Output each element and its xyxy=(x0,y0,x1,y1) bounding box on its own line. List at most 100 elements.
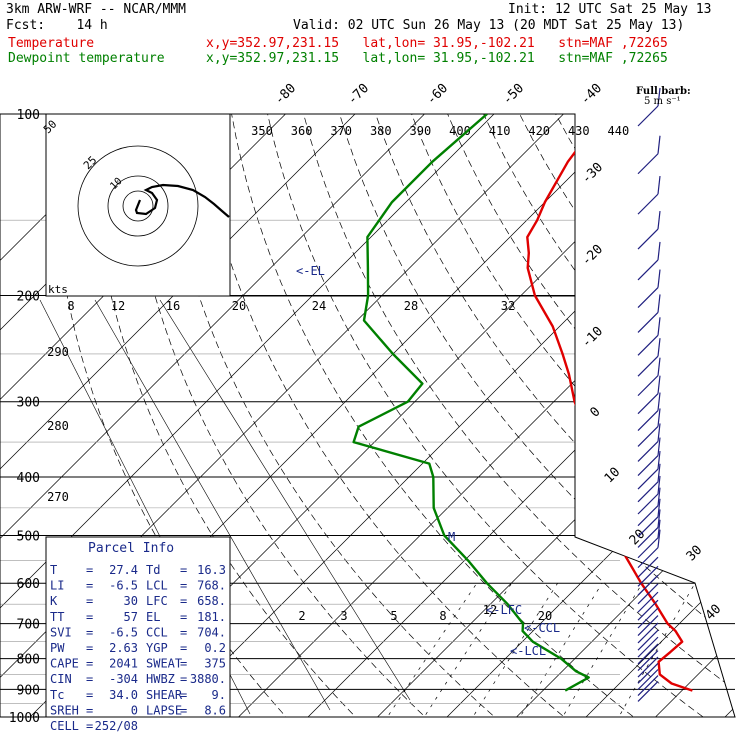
parcel-param-value: 57 xyxy=(124,610,138,624)
parcel-equals: = xyxy=(86,703,93,717)
parcel-param-value: 252/08 xyxy=(95,719,138,733)
parcel-info-panel: Parcel Info T = 27.4 Td = 16.3 LI = -6.5 LCL = 768. K… xyxy=(45,536,231,733)
hodograph-units-label: kts xyxy=(48,283,68,296)
wind-barb-flag xyxy=(657,463,661,482)
dry-adiabat-line xyxy=(267,114,721,717)
parcel-param-name: CELL xyxy=(50,719,79,733)
parcel-equals: = xyxy=(180,579,187,593)
mixing-ratio-line xyxy=(554,583,643,717)
wind-barb-flag xyxy=(657,450,661,470)
hodograph-trace xyxy=(134,183,230,218)
wind-barb xyxy=(637,259,659,281)
wind-barb xyxy=(637,547,659,569)
wind-barb-flag xyxy=(657,437,661,456)
pressure-tick-label: 400 xyxy=(17,471,40,486)
parcel-param-name: LI xyxy=(50,579,64,593)
parcel-param-name: LFC xyxy=(146,594,168,608)
dry-adiabat-line xyxy=(159,114,510,717)
parcel-param-value: 181. xyxy=(197,610,226,624)
parcel-equals: = xyxy=(180,594,187,608)
dry-adiabat-line xyxy=(447,114,735,717)
isotherm-label: -50 xyxy=(500,81,527,108)
parcel-param-value: 704. xyxy=(197,625,226,639)
dry-adiabat-line xyxy=(699,114,735,717)
mixing-ratio-line xyxy=(512,583,603,717)
pressure-tick-label: 900 xyxy=(17,683,40,698)
lcl-marker: <-LCL xyxy=(510,644,546,658)
wind-barb-flag xyxy=(657,176,661,195)
wind-barb xyxy=(637,516,659,538)
wind-barb xyxy=(637,591,659,613)
wind-barb xyxy=(637,607,659,629)
wind-barb xyxy=(637,675,659,696)
parcel-info-title: Parcel Info xyxy=(88,541,174,556)
speed-scale-label: 32 xyxy=(501,299,515,313)
parcel-param-value: 768. xyxy=(197,579,226,593)
parcel-param-name: T xyxy=(50,563,57,577)
parcel-param-name: K xyxy=(50,594,58,608)
model-title: 3km ARW-WRF -- NCAR/MMM xyxy=(6,2,187,17)
barb-key-title: Full barb: xyxy=(636,86,691,97)
dry-adiabat-line xyxy=(195,114,580,717)
mixing-ratio-line xyxy=(611,583,696,717)
wind-barb-flag xyxy=(657,241,661,260)
dry-adiabat-line xyxy=(519,114,735,717)
parcel-param-name: HWBZ xyxy=(146,672,175,686)
isotherm-label: 30 xyxy=(684,543,706,565)
dry-adiabat-line xyxy=(411,114,735,717)
dry-adiabat-line xyxy=(303,114,735,717)
isotherm-label: 0 xyxy=(587,404,603,420)
wind-barb xyxy=(637,527,659,548)
isotherm-line xyxy=(0,114,425,717)
wind-barb xyxy=(637,636,659,658)
wind-barb xyxy=(637,643,659,665)
el-marker: <-EL xyxy=(296,264,325,278)
isotherm-label: -40 xyxy=(578,81,605,108)
parcel-equals: = xyxy=(180,610,187,624)
parcel-param-name: CCL xyxy=(146,625,168,639)
wind-barb xyxy=(637,468,659,490)
plot-frame xyxy=(0,113,736,718)
isotherm-label: -30 xyxy=(579,160,606,187)
parcel-param-value: 2041 xyxy=(109,657,138,671)
dry-adiabat-line xyxy=(555,114,735,717)
wind-barb xyxy=(637,228,659,250)
wind-barb-flag xyxy=(657,294,661,313)
speed-scale-label: 24 xyxy=(312,299,326,313)
wind-barb-flag xyxy=(657,269,661,288)
isotherm-label: -60 xyxy=(424,81,451,108)
pressure-tick-label: 700 xyxy=(17,618,40,633)
wind-barb xyxy=(637,583,659,605)
theta-label: 430 xyxy=(568,124,590,138)
wind-barb xyxy=(637,622,659,644)
mixing-ratio-label: 5 xyxy=(390,609,397,623)
wind-barb xyxy=(637,650,659,671)
wind-barb xyxy=(637,334,659,356)
parcel-param-name: PW xyxy=(50,641,65,655)
theta-label: 420 xyxy=(528,124,550,138)
wind-barb xyxy=(637,355,659,377)
theta-label: 390 xyxy=(410,124,432,138)
wind-barb-flag xyxy=(657,519,661,538)
parcel-equals: = xyxy=(180,688,187,702)
theta-label: 350 xyxy=(251,124,273,138)
wind-barb xyxy=(637,599,659,621)
pressure-tick-label: 500 xyxy=(17,529,40,544)
parcel-param-value: -6.5 xyxy=(109,625,138,639)
wind-barb xyxy=(637,193,659,215)
pressure-tick-label: 200 xyxy=(17,290,40,305)
parcel-param-name: CAPE xyxy=(50,657,79,671)
wind-barb xyxy=(637,410,659,432)
speed-scale-label: 20 xyxy=(232,299,246,313)
wind-barb xyxy=(637,455,659,477)
parcel-param-value: 8.6 xyxy=(204,703,226,717)
pressure-tick-label: 1000 xyxy=(9,711,40,726)
parcel-equals: = xyxy=(86,719,93,733)
speed-scale-label: 28 xyxy=(404,299,418,313)
isotherm-line xyxy=(516,114,735,717)
dewpoint-profile-line xyxy=(352,114,590,692)
wind-barb-flag xyxy=(657,408,661,427)
parcel-param-value: 34.0 xyxy=(109,688,138,702)
pressure-tick-label: 300 xyxy=(17,396,40,411)
mixing-ratio-label: 20 xyxy=(538,609,552,623)
